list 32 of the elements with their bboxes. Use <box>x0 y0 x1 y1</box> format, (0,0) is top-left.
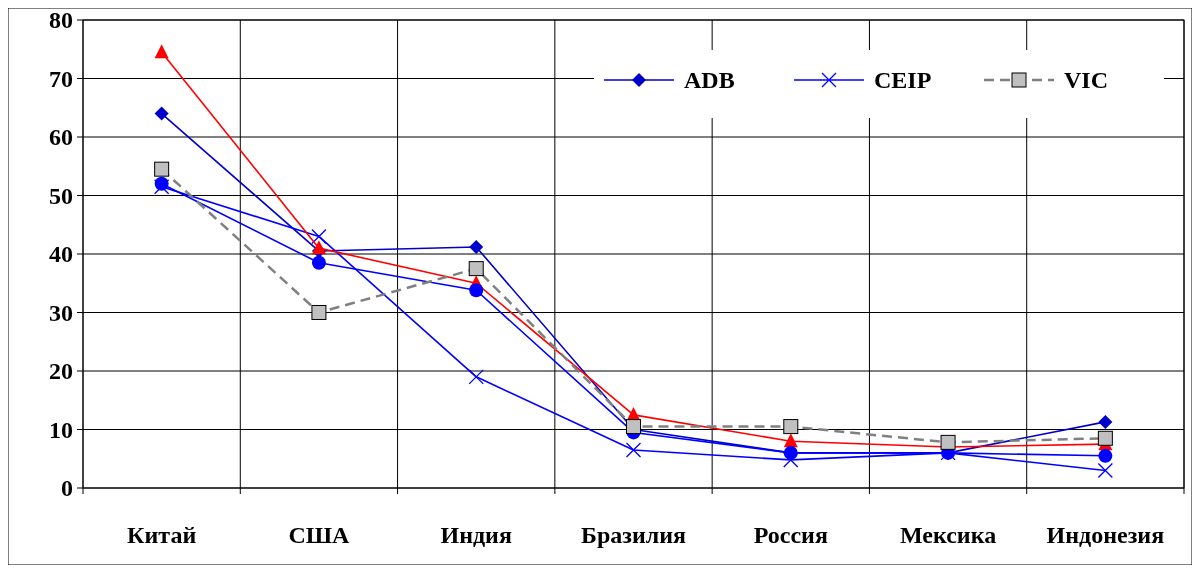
legend-label: VIC <box>1064 67 1109 94</box>
x-tick-label: Бразилия <box>581 522 686 548</box>
point <box>469 283 484 298</box>
point <box>154 176 169 191</box>
point <box>154 44 169 59</box>
y-tick-label: 30 <box>49 299 73 326</box>
legend-label: ADB <box>684 67 735 94</box>
x-tick-label: Мексика <box>899 522 997 548</box>
point <box>311 228 327 245</box>
x-tick-label: Индонезия <box>1046 522 1165 548</box>
y-tick-label: 70 <box>49 65 73 92</box>
point <box>469 239 484 254</box>
y-tick-label: 20 <box>49 358 73 385</box>
y-tick-label: 60 <box>49 124 73 151</box>
x-tick-label: Индия <box>440 522 512 548</box>
y-tick-label: 10 <box>49 416 73 443</box>
x-tick-label: США <box>288 522 351 548</box>
y-tick-label: 0 <box>61 475 73 502</box>
y-tick-label: 50 <box>49 182 73 209</box>
point <box>1098 448 1113 463</box>
point <box>154 106 169 121</box>
x-tick-label: Китай <box>127 522 197 548</box>
point <box>1098 414 1113 429</box>
point <box>1097 462 1114 479</box>
x-tick-label: Россия <box>753 522 828 548</box>
point <box>311 255 326 270</box>
point <box>468 369 484 385</box>
y-tick-label: 80 <box>49 7 73 34</box>
point <box>625 442 642 458</box>
legend-label: CEIP <box>874 67 932 94</box>
point <box>311 240 326 255</box>
y-tick-label: 40 <box>49 241 73 268</box>
